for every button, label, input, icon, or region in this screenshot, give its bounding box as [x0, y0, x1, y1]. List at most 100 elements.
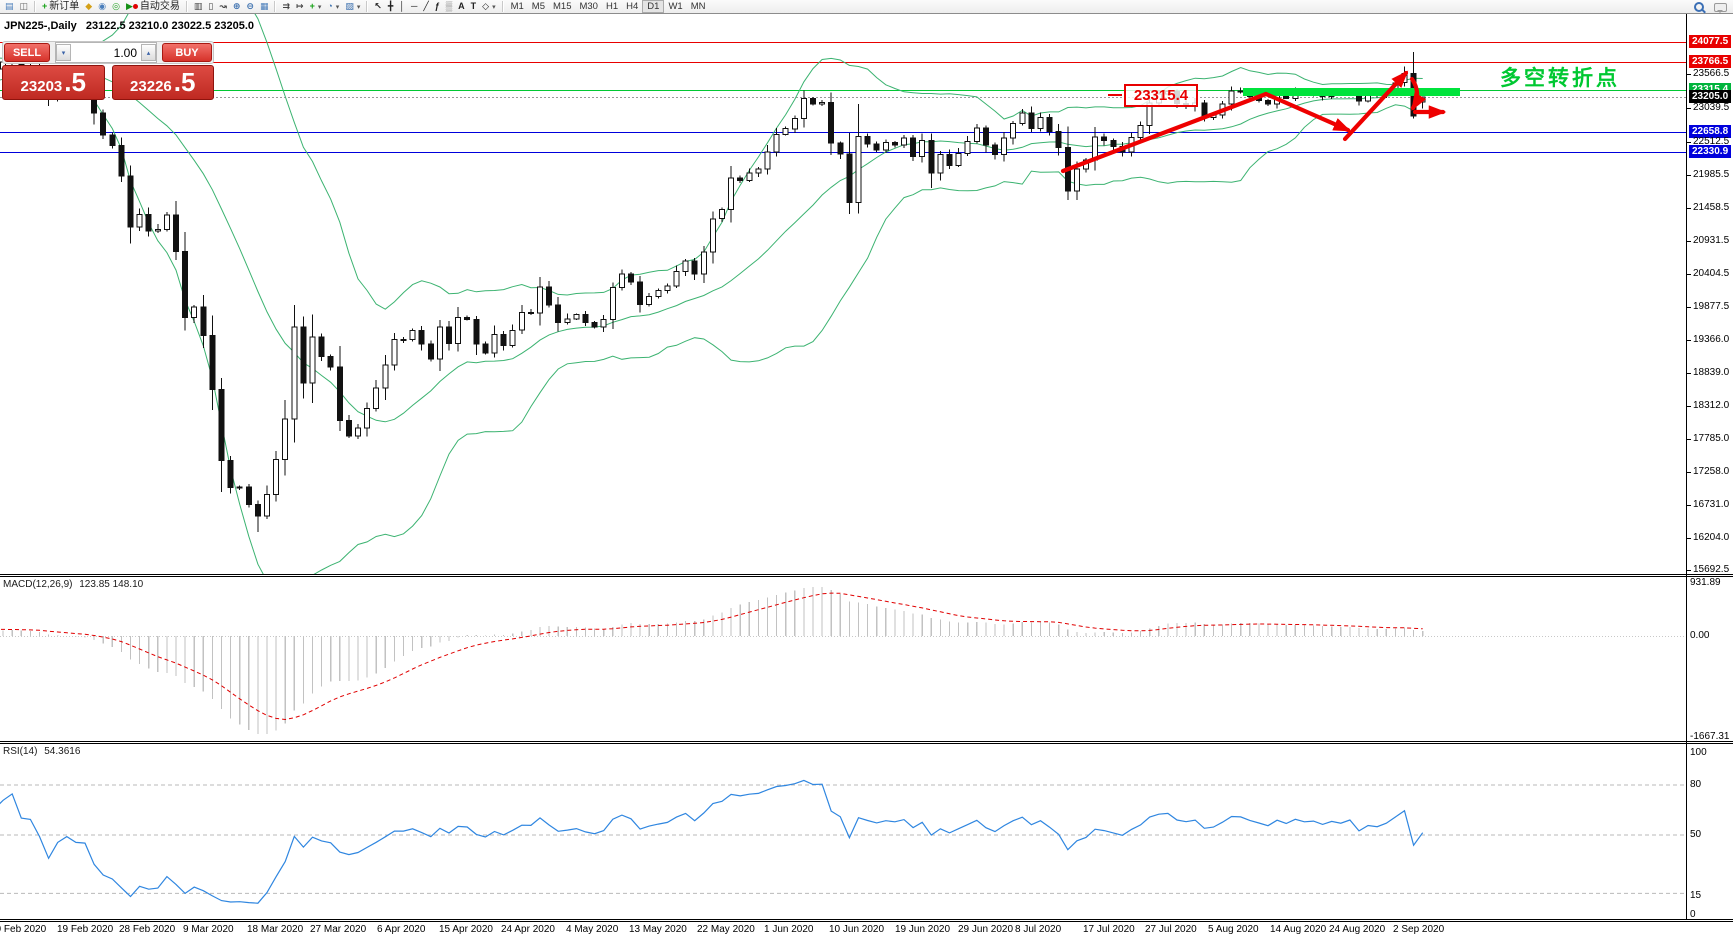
- signals-icon[interactable]: ◎: [109, 0, 123, 13]
- price-annotation[interactable]: 23315.4: [1124, 84, 1198, 107]
- chart-profile-icon-glyph: ◫: [19, 1, 29, 11]
- buy-button[interactable]: BUY: [162, 43, 212, 62]
- chart-line-icon[interactable]: ↝: [216, 0, 230, 13]
- autotrading-button[interactable]: ▶ 自动交易: [123, 0, 183, 13]
- symbol-ohlc: 23122.5 23210.0 23022.5 23205.0: [85, 20, 255, 32]
- history-center-icon-glyph: ◆: [85, 1, 93, 11]
- new-order-button-glyph: +: [42, 1, 48, 11]
- tile-windows-icon[interactable]: ▦: [257, 0, 272, 13]
- chart-bars-icon-glyph: ▥: [193, 1, 203, 11]
- vertical-line-tool-glyph: │: [399, 1, 405, 11]
- buy-price-pips: .5: [173, 67, 196, 97]
- chat-icon[interactable]: [1714, 2, 1727, 13]
- autotrading-button-label: 自动交易: [139, 1, 180, 12]
- horizontal-line-tool[interactable]: ─: [408, 0, 420, 13]
- autotrading-button-status-dot: [132, 4, 138, 9]
- macd-indicator-label: MACD(12,26,9) 123.85 148.10: [3, 579, 143, 590]
- volume-box: ▾ ▴: [55, 42, 157, 63]
- crosshair-tool[interactable]: ╋: [385, 0, 396, 13]
- templates-button[interactable]: ▨ ▾: [342, 0, 363, 13]
- periods-button[interactable]: ◔ ▾: [324, 0, 342, 13]
- rsi-name: RSI(14): [3, 746, 38, 757]
- indicators-button-glyph: +: [309, 1, 315, 11]
- signals-icon-glyph: ◎: [112, 1, 120, 11]
- text-tool-glyph: A: [458, 1, 465, 11]
- toolbar: ▤ ◫ + 新订单 ◆ ◉ ◎ ▶ 自动交易 ▥ ▯ ↝ ⊕ ⊖ ▦ ⇉ ↦ + ▾ ◔ ▾ ▨ ▾ ↖ ╋ │ ─ ╱ ƒ ▒ A T ◇ ▾ M…: [0, 0, 1733, 14]
- symbol-info: JPN225-,Daily 23122.5 23210.0 23022.5 23…: [4, 20, 254, 32]
- chart-line-icon-glyph: ↝: [219, 1, 227, 11]
- zoom-in-icon-glyph: ⊕: [232, 1, 241, 11]
- trade-controls-row: SELL ▾ ▴ BUY: [2, 41, 214, 64]
- buy-price-tile[interactable]: 23226 .5: [111, 65, 214, 100]
- market-watch-icon-glyph: ◉: [98, 1, 107, 11]
- crosshair-tool-glyph: ╋: [387, 1, 394, 11]
- cursor-tool-glyph: ↖: [374, 1, 382, 11]
- chart-bars-icon[interactable]: ▥: [191, 0, 206, 13]
- volume-decrease-button[interactable]: ▾: [56, 44, 71, 61]
- templates-button-caret: ▾: [356, 3, 361, 11]
- zoom-out-icon[interactable]: ⊖: [243, 0, 257, 13]
- rsi-value: 54.3616: [44, 746, 81, 757]
- cursor-tool[interactable]: ↖: [371, 0, 385, 13]
- chart-shift-icon[interactable]: ↦: [293, 0, 307, 13]
- new-chart-icon-glyph: ▤: [5, 1, 14, 11]
- new-order-button[interactable]: + 新订单: [39, 0, 82, 13]
- horizontal-line-tool-glyph: ─: [410, 1, 418, 11]
- toolbar-right: [1694, 2, 1727, 13]
- timeframe-mn[interactable]: MN: [690, 1, 706, 12]
- vertical-line-tool[interactable]: │: [396, 0, 408, 13]
- rsi-indicator-label: RSI(14) 54.3616: [3, 746, 80, 757]
- timeframe-h1[interactable]: H1: [605, 1, 619, 12]
- chart-profile-icon[interactable]: ◫: [17, 0, 32, 13]
- zoom-in-icon[interactable]: ⊕: [230, 0, 244, 13]
- timeframe-d1[interactable]: D1: [642, 0, 665, 13]
- timeframe-h4[interactable]: H4: [626, 1, 639, 12]
- trendline-tool-glyph: ╱: [423, 1, 429, 11]
- timeframe-m15[interactable]: M15: [553, 1, 572, 12]
- timeframe-m30[interactable]: M30: [579, 1, 598, 12]
- tile-windows-icon-glyph: ▦: [259, 1, 269, 11]
- auto-scroll-icon[interactable]: ⇉: [279, 0, 293, 13]
- volume-increase-button[interactable]: ▴: [141, 44, 156, 61]
- indicators-button[interactable]: + ▾: [307, 0, 325, 13]
- fibonacci-tool-glyph: ƒ: [434, 1, 440, 11]
- one-click-trade-panel: SELL ▾ ▴ BUY 23203 .5 23226 .5: [2, 41, 214, 100]
- shapes-tool-caret: ▾: [492, 3, 496, 11]
- new-chart-icon[interactable]: ▤: [2, 0, 17, 13]
- shapes-tool[interactable]: ◇ ▾: [479, 0, 498, 13]
- fibonacci-tool[interactable]: ƒ: [432, 0, 443, 13]
- trendline-tool[interactable]: ╱: [420, 0, 431, 13]
- history-center-icon[interactable]: ◆: [82, 0, 95, 13]
- text-tool[interactable]: A: [455, 0, 468, 13]
- market-watch-icon[interactable]: ◉: [95, 0, 109, 13]
- price-callout-dash: [1108, 94, 1122, 96]
- periods-button-caret: ▾: [335, 3, 340, 11]
- chart-candles-icon-glyph: ▯: [208, 1, 214, 11]
- symbol-name: JPN225-,Daily: [4, 20, 77, 32]
- periods-button-glyph: ◔: [327, 1, 333, 11]
- chart-candles-icon[interactable]: ▯: [205, 0, 216, 13]
- sell-price-pips: .5: [64, 67, 86, 97]
- buy-price-main: 23226: [130, 78, 172, 95]
- text-label-tool-glyph: T: [470, 1, 477, 11]
- timeframe-m1[interactable]: M1: [510, 1, 524, 12]
- turning-point-annotation[interactable]: 多空转折点: [1500, 67, 1620, 90]
- sell-price-tile[interactable]: 23203 .5: [2, 65, 105, 100]
- zoom-out-icon-glyph: ⊖: [246, 1, 254, 11]
- sell-button[interactable]: SELL: [4, 43, 50, 62]
- timeframe-w1[interactable]: W1: [668, 1, 683, 12]
- quote-tiles: 23203 .5 23226 .5: [2, 65, 214, 100]
- timeframe-m5[interactable]: M5: [531, 1, 545, 12]
- autotrading-button-glyph: ▶: [125, 1, 133, 11]
- templates-button-glyph: ▨: [345, 1, 354, 11]
- shapes-tool-glyph: ◇: [482, 1, 490, 11]
- volume-input[interactable]: [71, 45, 141, 60]
- indicators-button-caret: ▾: [317, 3, 322, 11]
- auto-scroll-icon-glyph: ⇉: [282, 1, 291, 11]
- search-icon[interactable]: [1694, 2, 1704, 12]
- channel-tool-glyph: ▒: [445, 1, 453, 11]
- channel-tool[interactable]: ▒: [443, 0, 455, 13]
- text-label-tool[interactable]: T: [468, 0, 480, 13]
